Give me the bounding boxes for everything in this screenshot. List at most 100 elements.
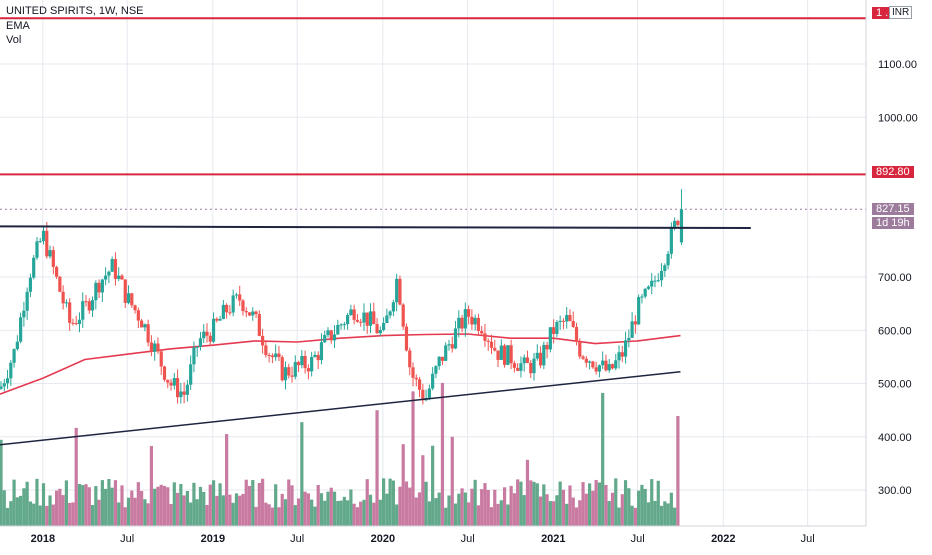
candle-body — [362, 312, 366, 323]
candle-body — [146, 324, 150, 343]
candle-body — [51, 250, 55, 267]
candle-body — [287, 367, 291, 376]
volume-bar — [123, 507, 127, 526]
volume-bar — [251, 480, 255, 526]
candle-body — [627, 337, 631, 341]
volume-bar — [296, 498, 301, 526]
volume-bar — [22, 488, 26, 526]
candle-body — [107, 271, 111, 276]
volume-bar — [646, 502, 651, 526]
candle-body — [408, 350, 412, 368]
volume-bar — [571, 497, 575, 526]
volume-bar — [61, 495, 65, 526]
candle-body — [251, 311, 255, 316]
volume-bar — [19, 495, 23, 526]
volume-bar — [38, 505, 42, 526]
candle-body — [140, 320, 144, 328]
volume-bar — [440, 382, 445, 526]
candle-body — [280, 357, 284, 381]
candle-body — [221, 304, 225, 319]
volume-bar — [552, 501, 556, 526]
volume-bar — [633, 507, 637, 526]
candle-body — [594, 367, 598, 372]
volume-bar — [120, 485, 124, 526]
candle-body — [574, 326, 579, 342]
volume-bar — [126, 497, 131, 526]
candle-body — [215, 318, 219, 321]
candle-body — [663, 265, 667, 271]
volume-bar — [100, 480, 104, 526]
candle-body — [411, 367, 415, 378]
volume-bar — [659, 505, 664, 526]
candle-body — [395, 278, 399, 303]
volume-bar — [130, 490, 134, 526]
candle-body — [552, 327, 556, 334]
volume-bar — [640, 484, 644, 526]
candle-body — [516, 367, 520, 371]
candle-body — [555, 322, 559, 334]
candle-body — [149, 342, 154, 352]
candle-body — [143, 324, 147, 328]
volume-bar — [104, 488, 108, 526]
candle-body — [117, 275, 121, 279]
candle-body — [673, 220, 677, 228]
volume-bar — [594, 479, 598, 526]
volume-bar — [453, 503, 458, 526]
volume-bar — [192, 482, 196, 526]
candle-body — [342, 324, 346, 326]
volume-bar — [391, 480, 395, 526]
volume-bar — [365, 479, 369, 526]
volume-bar — [185, 491, 189, 526]
candle-body — [614, 360, 618, 369]
candle-body — [493, 347, 497, 351]
candle-body — [506, 345, 510, 365]
candle-body — [68, 302, 72, 323]
candle-body — [538, 352, 543, 366]
candle-body — [509, 345, 513, 364]
volume-bar — [15, 497, 19, 526]
grid-lines — [0, 0, 866, 526]
candle-body — [584, 358, 588, 363]
volume-bar — [156, 486, 160, 526]
candle-body — [247, 312, 252, 316]
volume-bar — [162, 485, 167, 526]
volume-bar — [329, 487, 333, 526]
volume-bar — [41, 483, 46, 526]
volume-bar — [198, 486, 203, 526]
volume-bar — [146, 503, 150, 526]
volume-bar — [346, 500, 350, 526]
volume-bar — [460, 488, 464, 526]
volume-bar — [270, 507, 275, 526]
candle-body — [19, 317, 23, 342]
currency-badge[interactable]: INR — [889, 6, 913, 19]
candle-body — [623, 340, 628, 357]
candle-body — [581, 356, 585, 359]
candle-body — [440, 356, 445, 361]
candle-body — [542, 344, 546, 366]
candle-body — [434, 366, 438, 374]
price-tick-label: 400.00 — [878, 432, 912, 444]
volume-bar — [509, 485, 513, 526]
volume-bar — [64, 480, 68, 526]
ema-line — [0, 333, 681, 395]
candle-body — [447, 344, 451, 346]
volume-bar — [578, 500, 582, 526]
volume-bar — [189, 502, 193, 526]
trendlines[interactable] — [0, 225, 751, 446]
candle-body — [679, 209, 684, 243]
legend-ema: EMA — [6, 20, 30, 32]
last-price-badge: 827.15 — [872, 203, 914, 215]
volume-bar — [568, 485, 572, 526]
candle-body — [368, 311, 373, 326]
volume-bar — [398, 486, 402, 526]
price-tick-label: 700.00 — [878, 272, 912, 284]
volume-bar — [355, 507, 360, 526]
candle-body — [12, 349, 16, 363]
volume-bar — [584, 493, 588, 526]
candle-body — [97, 282, 101, 293]
volume-bar — [349, 489, 353, 526]
candle-body — [676, 220, 680, 225]
horizontal-levels[interactable] — [0, 17, 866, 210]
